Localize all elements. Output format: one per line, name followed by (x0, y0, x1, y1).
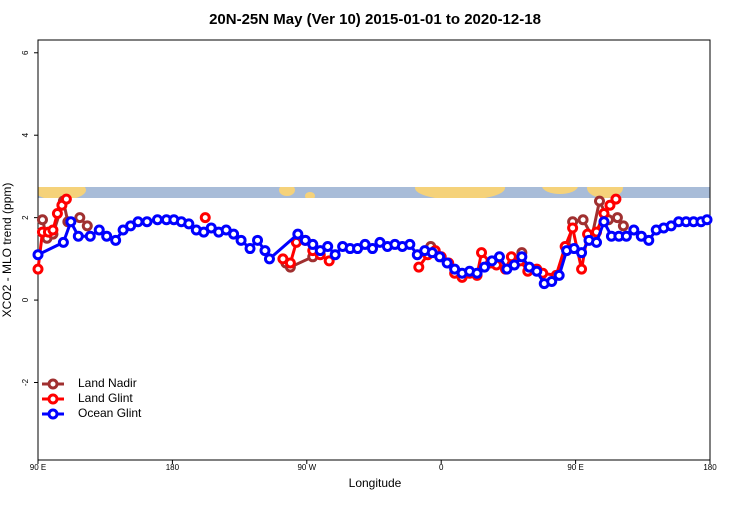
data-point (252, 234, 264, 246)
x-axis-label: Longitude (349, 476, 402, 490)
y-tick-label: 6 (21, 50, 30, 55)
y-tick-label: 4 (21, 132, 30, 137)
data-point (604, 199, 616, 211)
data-point (441, 257, 453, 269)
data-point (516, 251, 528, 263)
data-point (628, 224, 640, 236)
data-point (576, 247, 588, 259)
y-tick-label: -2 (21, 378, 30, 386)
data-point (141, 216, 153, 228)
x-tick-label: 180 (703, 463, 717, 472)
data-point (476, 247, 488, 259)
data-point (546, 276, 558, 288)
data-point (471, 267, 483, 279)
data-point (151, 214, 163, 226)
data-point (199, 212, 211, 224)
data-point (284, 257, 296, 269)
data-point (36, 214, 48, 226)
data-point (567, 222, 579, 234)
data-point (598, 216, 610, 228)
y-tick-label: 2 (21, 215, 30, 220)
data-point (32, 263, 44, 275)
legend-marker (47, 378, 59, 390)
data-point (593, 195, 605, 207)
data-point (183, 218, 195, 230)
data-point (263, 253, 275, 265)
data-point (74, 212, 86, 224)
y-tick-label: 0 (21, 297, 30, 302)
data-point (508, 259, 520, 271)
legend-label: Ocean Glint (78, 406, 142, 420)
data-point (493, 251, 505, 263)
legend-marker (47, 393, 59, 405)
legend-label: Land Nadir (78, 376, 137, 390)
x-tick-label: 90 E (567, 463, 583, 472)
data-point (591, 236, 603, 248)
map-strip (38, 187, 710, 198)
data-point (643, 234, 655, 246)
data-point (610, 193, 622, 205)
data-point (228, 228, 240, 240)
y-axis-label: XCO2 - MLO trend (ppm) (0, 183, 14, 318)
data-point (60, 193, 72, 205)
x-tick-label: 90 E (30, 463, 46, 472)
data-point (434, 251, 446, 263)
data-point (292, 228, 304, 240)
data-point (93, 224, 105, 236)
legend-label: Land Glint (78, 391, 133, 405)
data-point (307, 238, 319, 250)
data-point (479, 261, 491, 273)
data-point (81, 220, 93, 232)
data-point (329, 249, 341, 261)
data-point (244, 243, 256, 255)
data-point (132, 216, 144, 228)
legend-marker (47, 408, 59, 420)
data-point (72, 230, 84, 242)
data-point (259, 245, 271, 257)
data-point (235, 234, 247, 246)
data-point (32, 249, 44, 261)
x-tick-label: 180 (166, 463, 180, 472)
data-point (65, 216, 77, 228)
data-point (101, 230, 113, 242)
x-tick-label: 90 W (297, 463, 316, 472)
data-point (51, 208, 63, 220)
data-point (553, 269, 565, 281)
data-point (413, 261, 425, 273)
data-point (84, 230, 96, 242)
data-point (620, 230, 632, 242)
data-point (110, 234, 122, 246)
data-point (47, 224, 59, 236)
data-point (531, 265, 543, 277)
data-point (701, 214, 713, 226)
data-point (323, 255, 335, 267)
data-point (577, 214, 589, 226)
data-point (617, 220, 629, 232)
chart-title: 20N-25N May (Ver 10) 2015-01-01 to 2020-… (209, 11, 541, 28)
data-point (576, 263, 588, 275)
data-point (57, 236, 69, 248)
data-point (404, 238, 416, 250)
data-point (611, 212, 623, 224)
data-point (367, 243, 379, 255)
x-tick-label: 0 (439, 463, 444, 472)
data-point (322, 240, 334, 252)
